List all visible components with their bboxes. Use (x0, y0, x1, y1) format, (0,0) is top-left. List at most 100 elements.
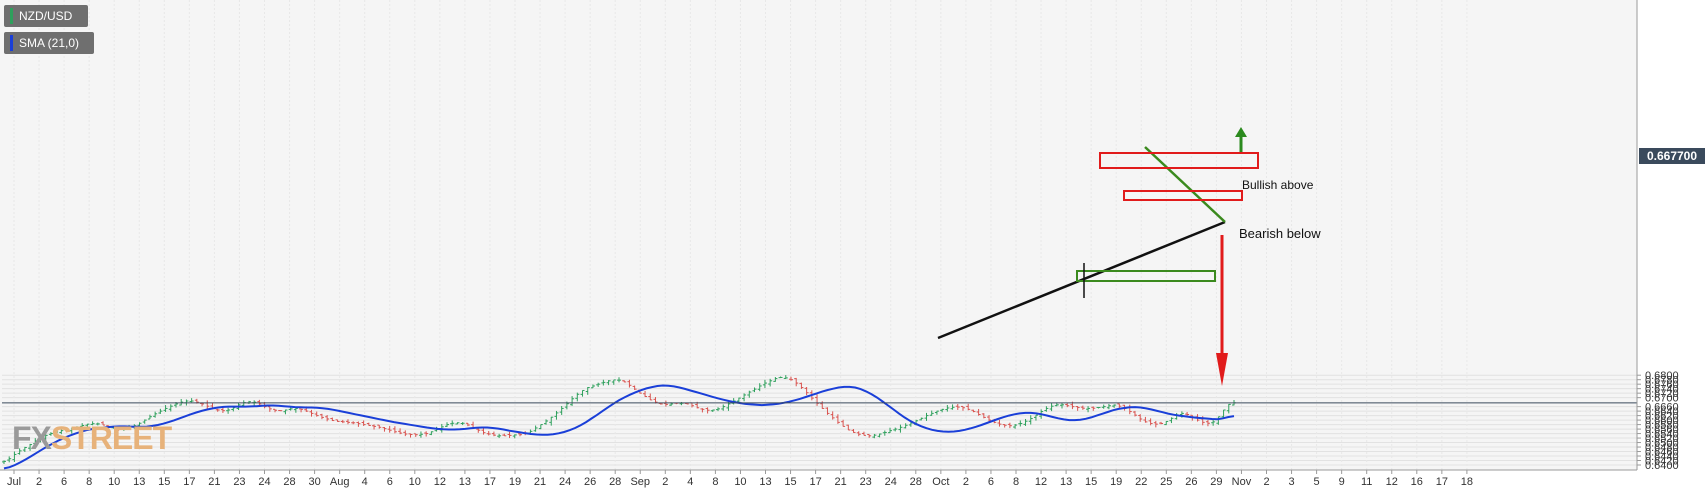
y-tick-label: 0.6780 (1645, 375, 1679, 387)
y-tick-label: 0.6420 (1645, 456, 1679, 468)
x-tick-label: 13 (459, 476, 471, 488)
bearish-arrow-head (1216, 353, 1228, 386)
x-tick-label: 12 (1386, 476, 1398, 488)
x-tick-label: 23 (860, 476, 872, 488)
x-tick-label: 17 (484, 476, 496, 488)
plot-area (0, 0, 1637, 470)
x-tick-label: 8 (86, 476, 92, 488)
x-tick-label: Jul (7, 476, 21, 488)
legend-sma-label: SMA (21,0) (19, 36, 80, 50)
y-tick-label: 0.6480 (1645, 442, 1679, 454)
y-tick-label: 0.6500 (1645, 438, 1679, 450)
x-tick-label: 19 (1110, 476, 1122, 488)
x-tick-label: 13 (1060, 476, 1072, 488)
y-tick-label: 0.6800 (1645, 370, 1679, 382)
y-tick-label: 0.6600 (1645, 415, 1679, 427)
x-tick-label: 15 (158, 476, 170, 488)
y-tick-label: 0.6640 (1645, 406, 1679, 418)
x-tick-label: 24 (258, 476, 270, 488)
x-tick-label: 2 (1263, 476, 1269, 488)
logo-part-street: STREET (50, 420, 172, 456)
y-tick-label: 0.6580 (1645, 420, 1679, 432)
x-tick-label: Nov (1232, 476, 1252, 488)
x-tick-label: 4 (687, 476, 693, 488)
axes: 0.64000.64200.64400.64600.64800.65000.65… (0, 0, 1679, 488)
x-tick-label: Oct (932, 476, 949, 488)
y-tick-label: 0.6560 (1645, 424, 1679, 436)
x-tick-label: 8 (1013, 476, 1019, 488)
y-tick-label: 0.6620 (1645, 411, 1679, 423)
resistance-box-upper (1099, 152, 1259, 169)
x-tick-label: 30 (308, 476, 320, 488)
x-tick-label: 11 (1361, 476, 1372, 488)
x-tick-label: 22 (1135, 476, 1147, 488)
sma-line-group (3, 384, 1235, 470)
x-tick-label: 10 (734, 476, 746, 488)
x-tick-label: 17 (809, 476, 821, 488)
x-tick-label: 12 (1035, 476, 1047, 488)
bearish-below-label: Bearish below (1239, 226, 1321, 241)
y-tick-label: 0.6400 (1645, 460, 1679, 472)
x-tick-label: 4 (362, 476, 368, 488)
y-tick-label: 0.6660 (1645, 402, 1679, 414)
x-tick-label: 21 (208, 476, 220, 488)
x-tick-label: 10 (108, 476, 120, 488)
sma-color-swatch (10, 35, 13, 51)
legend-pair[interactable]: NZD/USD (4, 5, 88, 27)
bullish-above-label: Bullish above (1242, 178, 1314, 192)
x-tick-label: 8 (712, 476, 718, 488)
x-tick-label: 3 (1288, 476, 1294, 488)
x-tick-label: 17 (1436, 476, 1448, 488)
x-tick-label: 26 (1185, 476, 1197, 488)
y-tick-label: 0.6760 (1645, 379, 1679, 391)
x-tick-label: 24 (559, 476, 571, 488)
x-tick-label: 9 (1339, 476, 1345, 488)
annotations (2, 127, 1637, 404)
x-tick-label: 19 (509, 476, 521, 488)
x-tick-label: 6 (387, 476, 393, 488)
logo-part-fx: FX (12, 420, 52, 456)
y-tick-label: 0.6520 (1645, 433, 1679, 445)
x-tick-label: 28 (609, 476, 621, 488)
legend-sma[interactable]: SMA (21,0) (4, 32, 94, 54)
x-tick-label: 26 (584, 476, 596, 488)
pair-color-swatch (10, 8, 13, 24)
y-tick-label: 0.6440 (1645, 451, 1679, 463)
x-tick-label: 6 (988, 476, 994, 488)
x-tick-label: 18 (1461, 476, 1473, 488)
x-tick-label: Sep (630, 476, 650, 488)
y-tick-label: 0.6540 (1645, 429, 1679, 441)
current-price-tag: 0.667700 (1639, 148, 1705, 164)
x-tick-label: 2 (36, 476, 42, 488)
x-tick-label: 24 (885, 476, 897, 488)
x-tick-label: 21 (835, 476, 847, 488)
x-tick-label: 2 (963, 476, 969, 488)
x-tick-label: 2 (662, 476, 668, 488)
fxstreet-logo: FXSTREET (12, 420, 172, 457)
resistance-box-lower (1123, 190, 1243, 201)
x-tick-label: 16 (1411, 476, 1423, 488)
x-tick-label: Aug (330, 476, 350, 488)
candles (2, 375, 1236, 465)
descending-trend-line (1144, 146, 1226, 223)
bullish-arrow-head (1235, 127, 1247, 137)
x-tick-label: 23 (233, 476, 245, 488)
x-tick-label: 21 (534, 476, 546, 488)
x-tick-label: 28 (283, 476, 295, 488)
x-tick-label: 12 (434, 476, 446, 488)
x-tick-label: 17 (183, 476, 195, 488)
grid-lines (2, 0, 1637, 470)
y-tick-label: 0.6720 (1645, 388, 1679, 400)
y-tick-label: 0.6700 (1645, 393, 1679, 405)
x-tick-label: 29 (1210, 476, 1222, 488)
x-tick-label: 15 (784, 476, 796, 488)
y-tick-label: 0.6740 (1645, 384, 1679, 396)
x-tick-label: 15 (1085, 476, 1097, 488)
x-tick-label: 13 (759, 476, 771, 488)
sma-line (3, 384, 1235, 470)
x-tick-label: 5 (1314, 476, 1320, 488)
y-tick-label: 0.6460 (1645, 447, 1679, 459)
x-tick-label: 6 (61, 476, 67, 488)
